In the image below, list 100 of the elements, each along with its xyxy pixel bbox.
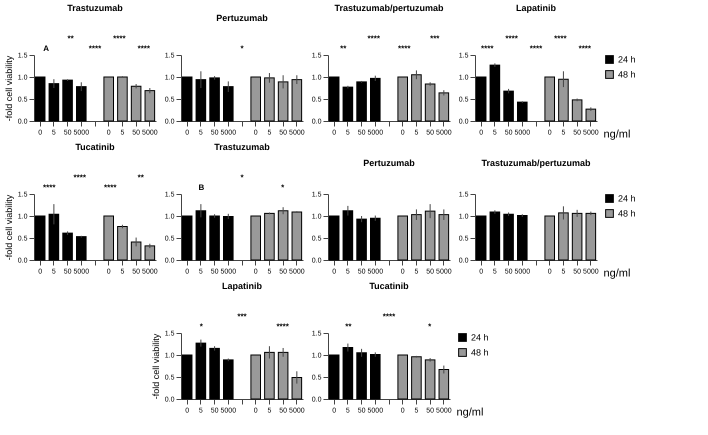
- chart-title: Lapatinib: [516, 3, 556, 13]
- bar: [196, 79, 206, 122]
- bar: [476, 76, 486, 122]
- bar: [209, 77, 220, 122]
- bar: [250, 76, 262, 122]
- bar: [356, 218, 367, 260]
- x-axis-title: ng/ml: [604, 268, 630, 280]
- bar: [48, 214, 60, 260]
- text: ****: [398, 44, 412, 53]
- bar: [370, 78, 381, 122]
- bar: [292, 376, 302, 400]
- text: ****: [74, 173, 87, 182]
- x-axis-title: ng/ml: [456, 406, 484, 418]
- chart-title: Trastuzumab: [67, 3, 124, 13]
- bar: [342, 347, 354, 400]
- bar: [62, 80, 73, 122]
- bar: [397, 354, 408, 400]
- bar: [424, 84, 436, 122]
- bar: [328, 76, 340, 122]
- chart-title: Trastuzumab/pertuzumab: [481, 158, 592, 168]
- chart-title: Trastuzumab/pertuzumab: [334, 3, 444, 13]
- chart-title: Tucatinib: [369, 281, 410, 291]
- y-axis-title: -fold cell viability: [150, 333, 161, 400]
- text: A: [43, 44, 50, 53]
- bar: [250, 354, 262, 400]
- text: B: [198, 183, 204, 192]
- legend-label: 24 h: [618, 194, 636, 204]
- text: ****: [104, 183, 118, 192]
- bar: [328, 216, 340, 260]
- bar: [503, 90, 514, 122]
- bar: [34, 76, 46, 122]
- bar: [411, 74, 422, 122]
- bar: [76, 86, 87, 122]
- text: ****: [113, 34, 127, 43]
- text: ***: [237, 312, 248, 321]
- legend-label: 48 h: [618, 208, 636, 218]
- bar: [196, 342, 206, 400]
- bar: [222, 359, 234, 400]
- bar: [572, 99, 582, 122]
- bar: [48, 83, 60, 122]
- bar: [424, 359, 436, 400]
- bar: [411, 214, 422, 260]
- legend-label: 48 h: [618, 70, 636, 80]
- x-axis-title: ng/ml: [604, 128, 630, 140]
- bar: [130, 241, 142, 260]
- bar: [117, 76, 128, 122]
- bar: [182, 76, 192, 122]
- bar: [76, 236, 87, 260]
- bar: [264, 352, 275, 400]
- text: ****: [276, 322, 290, 331]
- text: *: [428, 322, 432, 331]
- y-axis-title: -fold cell viability: [4, 55, 14, 122]
- text: ****: [368, 34, 381, 43]
- text: ****: [505, 34, 519, 43]
- text: ****: [530, 44, 544, 53]
- bar: [397, 76, 408, 122]
- text: ****: [480, 44, 494, 53]
- bar: [103, 76, 114, 122]
- bar: [117, 226, 128, 260]
- text: *: [240, 173, 244, 182]
- bar: [438, 214, 450, 260]
- bar: [144, 245, 156, 260]
- chart-title: Tucatinib: [75, 142, 116, 152]
- bar: [130, 86, 142, 122]
- chart-title: Pertuzumab: [363, 158, 416, 168]
- chart-title: Trastuzumab: [214, 142, 270, 152]
- text: **: [340, 44, 348, 53]
- bar: [397, 216, 408, 260]
- bar: [182, 354, 192, 400]
- bar: [342, 210, 354, 260]
- bar: [34, 216, 46, 260]
- bar: [222, 86, 234, 122]
- y-axis-title: -fold cell viability: [4, 194, 14, 260]
- text: ****: [554, 34, 568, 43]
- bar: [438, 92, 450, 122]
- legend-label: 24 h: [618, 54, 636, 64]
- bar: [411, 356, 422, 400]
- bar: [292, 79, 302, 122]
- bar: [438, 369, 450, 400]
- bar: [209, 348, 220, 400]
- text: **: [67, 34, 75, 43]
- text: *: [240, 44, 244, 53]
- bar: [264, 77, 275, 122]
- bar: [278, 352, 288, 400]
- text: **: [345, 322, 352, 331]
- bar: [370, 218, 381, 260]
- bar: [278, 81, 288, 122]
- legend-label: 24 h: [471, 332, 489, 342]
- bar: [62, 232, 73, 260]
- bar: [490, 64, 500, 122]
- bar: [558, 78, 569, 122]
- bar: [342, 86, 354, 122]
- bar: [356, 81, 367, 122]
- text: ***: [430, 34, 440, 43]
- bar: [544, 76, 556, 122]
- chart-title: Lapatinib: [222, 281, 262, 291]
- text: ****: [138, 44, 151, 53]
- text: ****: [43, 183, 56, 192]
- text: ****: [88, 44, 102, 53]
- legend-label: 48 h: [471, 348, 489, 358]
